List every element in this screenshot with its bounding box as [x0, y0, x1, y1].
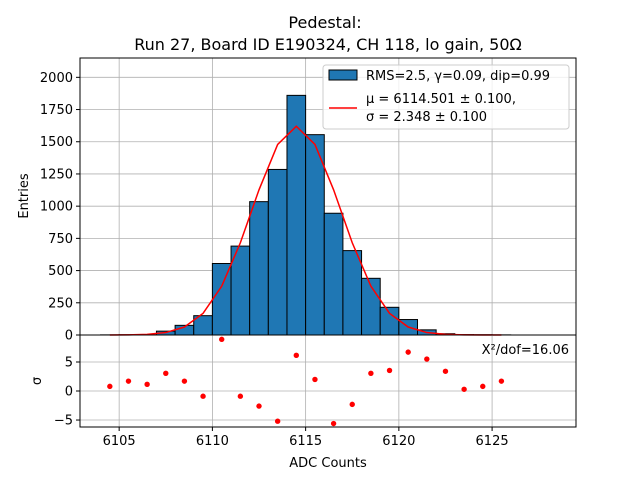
histogram-bar [324, 213, 343, 335]
legend-entry-histogram: RMS=2.5, γ=0.09, dip=0.99 [366, 69, 550, 84]
y-tick-label: 1500 [40, 135, 73, 150]
histogram-bar [212, 263, 231, 335]
residual-point [312, 377, 317, 382]
legend-swatch-histogram [329, 70, 357, 80]
histogram-bar [343, 251, 362, 335]
residual-point [350, 402, 355, 407]
y-tick-label: 2000 [40, 71, 73, 86]
histogram-bar [250, 202, 269, 335]
y-tick-label: 250 [48, 296, 73, 311]
residual-point [219, 337, 224, 342]
x-axis-label: ADC Counts [289, 456, 367, 471]
y-axis-label-entries: Entries [17, 173, 32, 219]
y-tick-label: 1000 [40, 200, 73, 215]
residual-point [443, 369, 448, 374]
residual-point [480, 384, 485, 389]
histogram-bar [287, 95, 306, 335]
y-tick-label: 0 [65, 329, 73, 344]
residual-point [461, 387, 466, 392]
residual-point [200, 394, 205, 399]
x-tick-label: 6125 [476, 434, 509, 449]
residual-point [387, 368, 392, 373]
residual-point [126, 378, 131, 383]
legend-entry-sigma: σ = 2.348 ± 0.100 [366, 110, 487, 125]
residual-point [294, 353, 299, 358]
histogram-bar [268, 169, 287, 335]
y-axis-label-sigma: σ [30, 377, 45, 385]
chart-title-line1: Pedestal: [288, 13, 361, 32]
histogram-bars [101, 95, 511, 335]
x-tick-label: 6110 [196, 434, 229, 449]
residual-point [182, 378, 187, 383]
chi2-annotation: X²/dof=16.06 [482, 343, 569, 358]
histogram-bar [380, 307, 399, 335]
x-tick-label: 6105 [103, 434, 136, 449]
y-tick-label: 5 [65, 355, 73, 370]
y-tick-label: −5 [54, 414, 73, 429]
residual-point [144, 382, 149, 387]
chart-title-line2: Run 27, Board ID E190324, CH 118, lo gai… [134, 35, 522, 54]
residual-point [331, 421, 336, 426]
residual-point [424, 356, 429, 361]
legend: RMS=2.5, γ=0.09, dip=0.99 μ = 6114.501 ±… [323, 65, 569, 129]
y-tick-label: 750 [48, 232, 73, 247]
residual-point [275, 418, 280, 423]
y-tick-label: 500 [48, 264, 73, 279]
residual-point [163, 371, 168, 376]
x-tick-label: 6120 [382, 434, 415, 449]
residual-point [405, 349, 410, 354]
x-tick-label: 6115 [289, 434, 322, 449]
legend-entry-mu: μ = 6114.501 ± 0.100, [366, 92, 516, 107]
histogram-bar [306, 135, 325, 335]
y-tick-label: 0 [65, 385, 73, 400]
residual-point [238, 394, 243, 399]
y-tick-label: 1250 [40, 167, 73, 182]
residual-point [256, 403, 261, 408]
residual-point [499, 378, 504, 383]
y-tick-label: 1750 [40, 103, 73, 118]
residual-point [107, 384, 112, 389]
residual-point [368, 371, 373, 376]
